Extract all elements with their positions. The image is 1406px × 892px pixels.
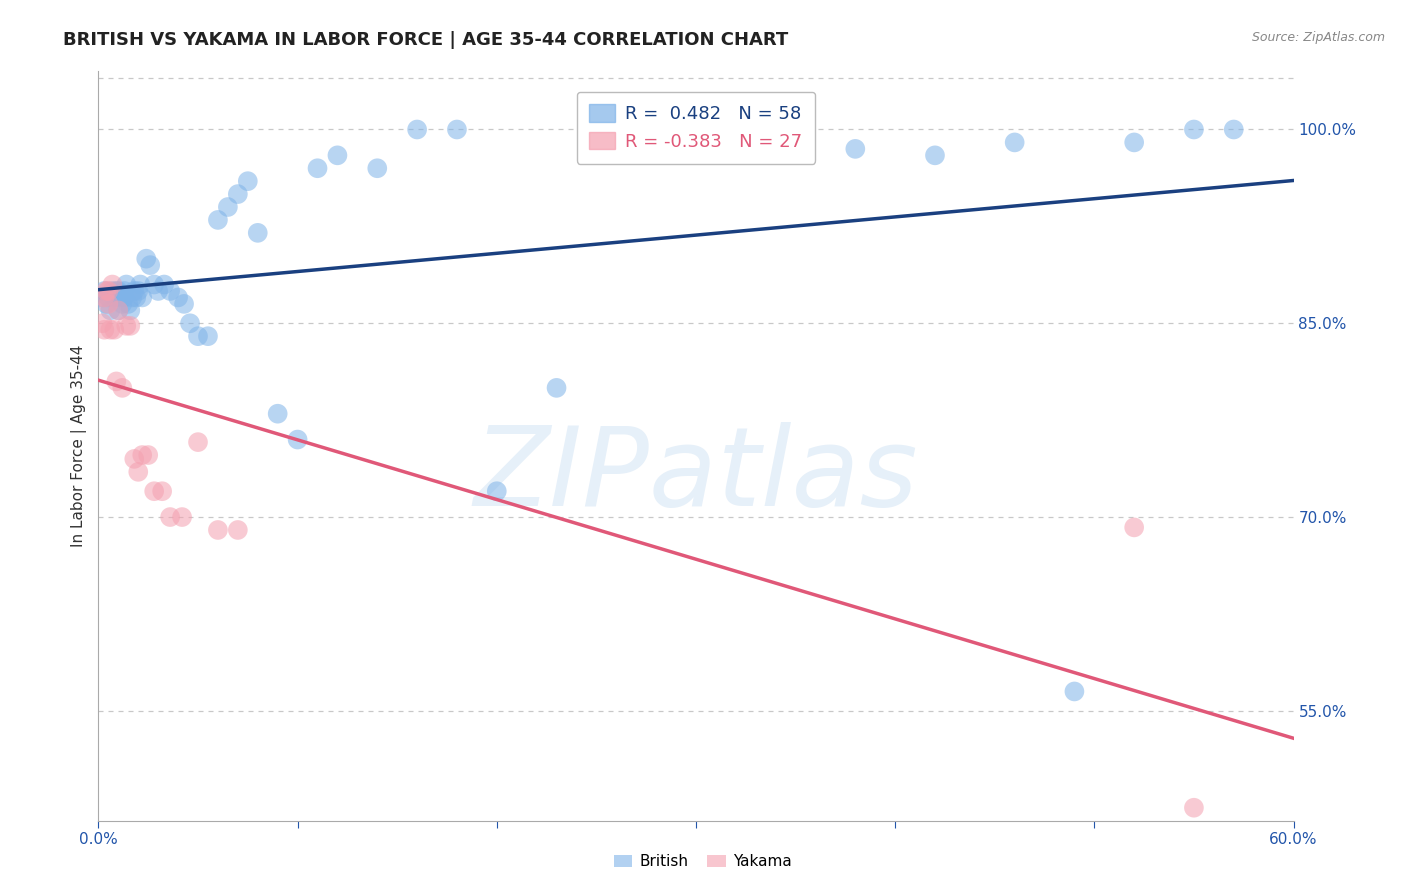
Point — [91, 316, 114, 330]
Legend: R =  0.482   N = 58, R = -0.383   N = 27: R = 0.482 N = 58, R = -0.383 N = 27 — [576, 92, 815, 163]
Point — [1182, 122, 1205, 136]
Point — [287, 433, 309, 447]
Point — [125, 290, 148, 304]
Point — [120, 318, 142, 333]
Point — [96, 284, 118, 298]
Point — [111, 381, 134, 395]
Point — [844, 142, 866, 156]
Point — [98, 323, 122, 337]
Point — [167, 290, 190, 304]
Point — [103, 323, 125, 337]
Point — [605, 142, 627, 156]
Point — [236, 174, 259, 188]
Legend: British, Yakama: British, Yakama — [607, 848, 799, 875]
Point — [91, 290, 114, 304]
Point — [135, 252, 157, 266]
Point — [111, 297, 134, 311]
Point — [148, 284, 170, 298]
Point — [124, 284, 146, 298]
Point — [103, 290, 125, 304]
Point — [143, 484, 166, 499]
Point — [150, 484, 173, 499]
Point — [307, 161, 329, 176]
Point — [107, 303, 129, 318]
Point — [1223, 122, 1246, 136]
Point — [226, 523, 249, 537]
Point — [127, 284, 149, 298]
Point — [765, 136, 787, 150]
Point — [1063, 684, 1085, 698]
Point — [115, 318, 138, 333]
Point — [1123, 136, 1146, 150]
Point — [112, 290, 135, 304]
Point — [98, 303, 122, 318]
Point — [1123, 520, 1146, 534]
Point — [131, 448, 153, 462]
Point — [112, 284, 135, 298]
Point — [105, 284, 128, 298]
Point — [101, 277, 124, 292]
Point — [139, 258, 162, 272]
Point — [93, 323, 115, 337]
Point — [485, 484, 508, 499]
Point — [246, 226, 269, 240]
Point — [187, 435, 209, 450]
Point — [124, 451, 146, 466]
Text: Source: ZipAtlas.com: Source: ZipAtlas.com — [1251, 31, 1385, 45]
Point — [131, 290, 153, 304]
Point — [96, 297, 118, 311]
Point — [173, 297, 195, 311]
Point — [1004, 136, 1026, 150]
Point — [207, 213, 229, 227]
Point — [105, 375, 128, 389]
Point — [97, 284, 120, 298]
Text: BRITISH VS YAKAMA IN LABOR FORCE | AGE 35-44 CORRELATION CHART: BRITISH VS YAKAMA IN LABOR FORCE | AGE 3… — [63, 31, 789, 49]
Point — [129, 277, 152, 292]
Point — [127, 465, 149, 479]
Point — [446, 122, 468, 136]
Point — [685, 136, 707, 150]
Point — [107, 303, 129, 318]
Point — [267, 407, 290, 421]
Point — [366, 161, 388, 176]
Point — [117, 297, 139, 311]
Point — [120, 303, 142, 318]
Text: ZIPatlas: ZIPatlas — [474, 423, 918, 530]
Point — [406, 122, 429, 136]
Point — [546, 381, 568, 395]
Point — [179, 316, 201, 330]
Point — [121, 290, 143, 304]
Point — [136, 448, 159, 462]
Point — [172, 510, 194, 524]
Point — [101, 284, 124, 298]
Point — [924, 148, 946, 162]
Point — [153, 277, 176, 292]
Y-axis label: In Labor Force | Age 35-44: In Labor Force | Age 35-44 — [72, 345, 87, 547]
Point — [97, 290, 120, 304]
Point — [93, 290, 115, 304]
Point — [110, 290, 132, 304]
Point — [187, 329, 209, 343]
Point — [115, 277, 138, 292]
Point — [159, 510, 181, 524]
Point — [1182, 801, 1205, 815]
Point — [226, 187, 249, 202]
Point — [97, 297, 120, 311]
Point — [159, 284, 181, 298]
Point — [93, 284, 115, 298]
Point — [217, 200, 239, 214]
Point — [107, 284, 129, 298]
Point — [197, 329, 219, 343]
Point — [326, 148, 349, 162]
Point — [207, 523, 229, 537]
Point — [143, 277, 166, 292]
